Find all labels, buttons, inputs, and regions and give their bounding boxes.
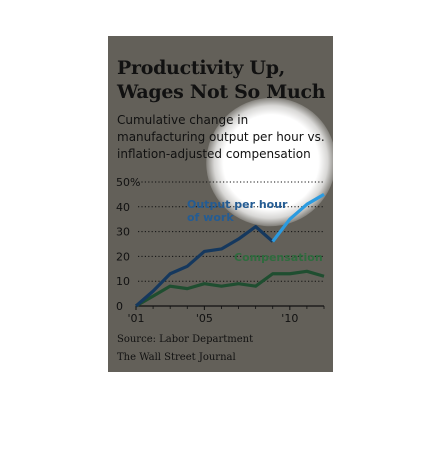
y-tick-label-40: 40 <box>116 201 130 214</box>
y-tick-label-0: 0 <box>116 300 123 313</box>
title-line-2: Wages Not So Much <box>117 81 326 103</box>
output-series-label-line-2: of work <box>187 211 234 224</box>
compensation-series-label: Compensation <box>234 251 323 264</box>
source-note: Source: Labor Department <box>117 334 254 345</box>
publisher-credit: The Wall Street Journal <box>117 352 236 363</box>
compensation-line <box>135 269 325 308</box>
output-series-label-line-1: Output per hour <box>187 198 288 211</box>
x-tick-label-2010: '10 <box>281 312 298 325</box>
y-tick-label-30: 30 <box>116 226 130 239</box>
chart-title: Productivity Up, Wages Not So Much <box>117 56 332 104</box>
y-tick-label-20: 20 <box>116 250 130 263</box>
y-tick-label-10: 10 <box>116 275 130 288</box>
subtitle-line-2: manufacturing output per hour vs. <box>117 130 325 144</box>
chart-card: Productivity Up, Wages Not So Much Cumul… <box>108 36 333 372</box>
output-line <box>134 225 274 308</box>
output-line-highlight <box>271 193 325 243</box>
y-tick-label-50: 50% <box>116 176 140 189</box>
subtitle-line-1: Cumulative change in <box>117 113 249 127</box>
title-line-1: Productivity Up, <box>117 57 285 79</box>
chart-subtitle: Cumulative change in manufacturing outpu… <box>117 112 332 163</box>
x-tick-label-2005: '05 <box>196 312 213 325</box>
subtitle-line-3: inflation-adjusted compensation <box>117 147 311 161</box>
x-tick-label-2001: '01 <box>127 312 144 325</box>
